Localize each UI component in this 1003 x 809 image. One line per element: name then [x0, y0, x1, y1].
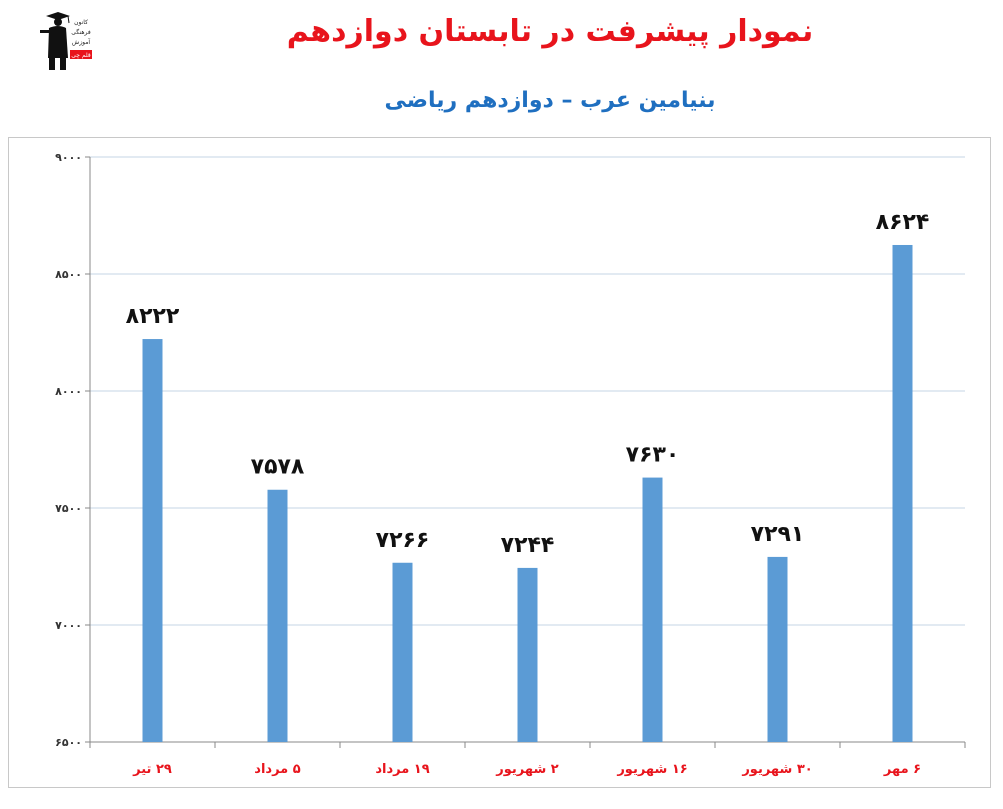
y-tick-label: ۷۰۰۰	[55, 619, 82, 632]
category-label: ۵ مرداد	[254, 762, 300, 777]
data-label: ۷۲۴۴	[501, 533, 555, 558]
data-label: ۷۵۷۸	[251, 455, 305, 480]
logo-line-4: قلم چی	[71, 52, 91, 59]
data-label: ۷۲۹۱	[751, 522, 805, 547]
logo-line-2: فرهنگی	[71, 28, 91, 36]
bar	[642, 477, 663, 742]
category-label: ۳۰ شهریور	[741, 762, 812, 777]
chart-frame	[8, 137, 991, 788]
y-tick-label: ۷۵۰۰	[55, 502, 82, 515]
category-label: ۲ شهریور	[495, 762, 559, 777]
bar	[517, 567, 538, 742]
data-label: ۸۶۲۴	[876, 210, 930, 235]
data-label: ۸۲۲۲	[126, 304, 180, 329]
bar	[392, 562, 413, 742]
y-tick-label: ۸۰۰۰	[55, 385, 82, 398]
y-tick-label: ۸۵۰۰	[55, 268, 82, 281]
y-tick-label: ۹۰۰۰	[55, 151, 82, 164]
bar	[267, 489, 288, 742]
teacher-logo-icon: کانون فرهنگی آموزش قلم چی	[40, 12, 92, 70]
bar	[767, 556, 788, 742]
logo-line-1: کانون	[74, 19, 88, 26]
data-label: ۷۶۳۰	[626, 443, 680, 468]
category-label: ۱۶ شهریور	[616, 762, 687, 777]
category-label: ۱۹ مرداد	[375, 762, 429, 777]
bar	[142, 339, 163, 742]
logo-line-3: آموزش	[72, 37, 91, 46]
category-label: ۶ مهر	[883, 762, 921, 777]
page-subtitle: بنیامین عرب – دوازدهم ریاضی	[384, 88, 716, 113]
y-tick-label: ۶۵۰۰	[55, 736, 82, 749]
bar	[892, 244, 913, 742]
data-label: ۷۲۶۶	[376, 528, 430, 553]
category-label: ۲۹ تیر	[132, 762, 172, 777]
page-title: نمودار پیشرفت در تابستان دوازدهم	[286, 14, 814, 49]
